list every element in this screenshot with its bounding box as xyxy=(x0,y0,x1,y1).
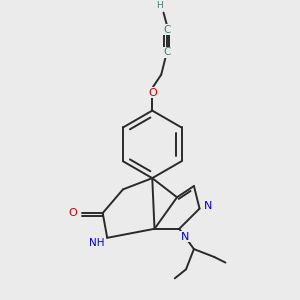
Text: N: N xyxy=(204,201,213,211)
Text: C: C xyxy=(163,47,171,57)
Text: C: C xyxy=(163,25,171,34)
Text: O: O xyxy=(68,208,77,218)
Text: H: H xyxy=(156,2,162,10)
Text: O: O xyxy=(148,88,157,98)
Text: NH: NH xyxy=(89,238,105,248)
Text: N: N xyxy=(181,232,189,242)
